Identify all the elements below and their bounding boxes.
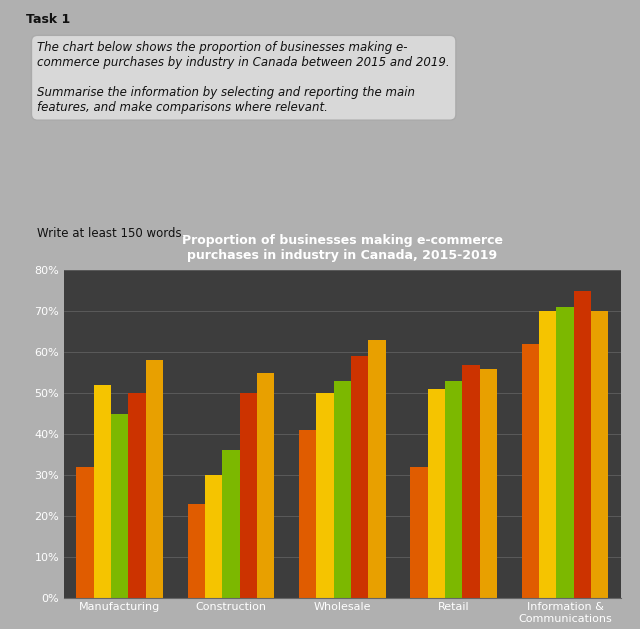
Bar bbox=[574, 291, 591, 598]
Bar bbox=[129, 393, 146, 598]
Bar bbox=[369, 340, 386, 598]
Bar bbox=[539, 311, 556, 598]
Bar bbox=[146, 360, 163, 598]
Bar bbox=[222, 450, 240, 598]
Bar bbox=[257, 372, 275, 598]
Title: Proportion of businesses making e-commerce
purchases in industry in Canada, 2015: Proportion of businesses making e-commer… bbox=[182, 235, 503, 262]
Bar bbox=[445, 381, 463, 598]
Bar bbox=[333, 381, 351, 598]
Bar bbox=[351, 356, 369, 598]
Text: Task 1: Task 1 bbox=[26, 13, 70, 26]
Bar bbox=[410, 467, 428, 598]
Bar bbox=[299, 430, 316, 598]
Bar bbox=[76, 467, 93, 598]
Bar bbox=[428, 389, 445, 598]
Bar bbox=[522, 344, 539, 598]
Bar bbox=[111, 413, 129, 598]
Bar bbox=[463, 364, 480, 598]
Bar bbox=[316, 393, 333, 598]
Text: Write at least 150 words.: Write at least 150 words. bbox=[37, 226, 186, 240]
Bar bbox=[240, 393, 257, 598]
Bar bbox=[556, 307, 574, 598]
Bar bbox=[480, 369, 497, 598]
Bar bbox=[93, 385, 111, 598]
Bar bbox=[591, 311, 609, 598]
Text: The chart below shows the proportion of businesses making e-
commerce purchases : The chart below shows the proportion of … bbox=[37, 42, 450, 114]
Bar bbox=[188, 503, 205, 598]
Bar bbox=[205, 475, 222, 598]
